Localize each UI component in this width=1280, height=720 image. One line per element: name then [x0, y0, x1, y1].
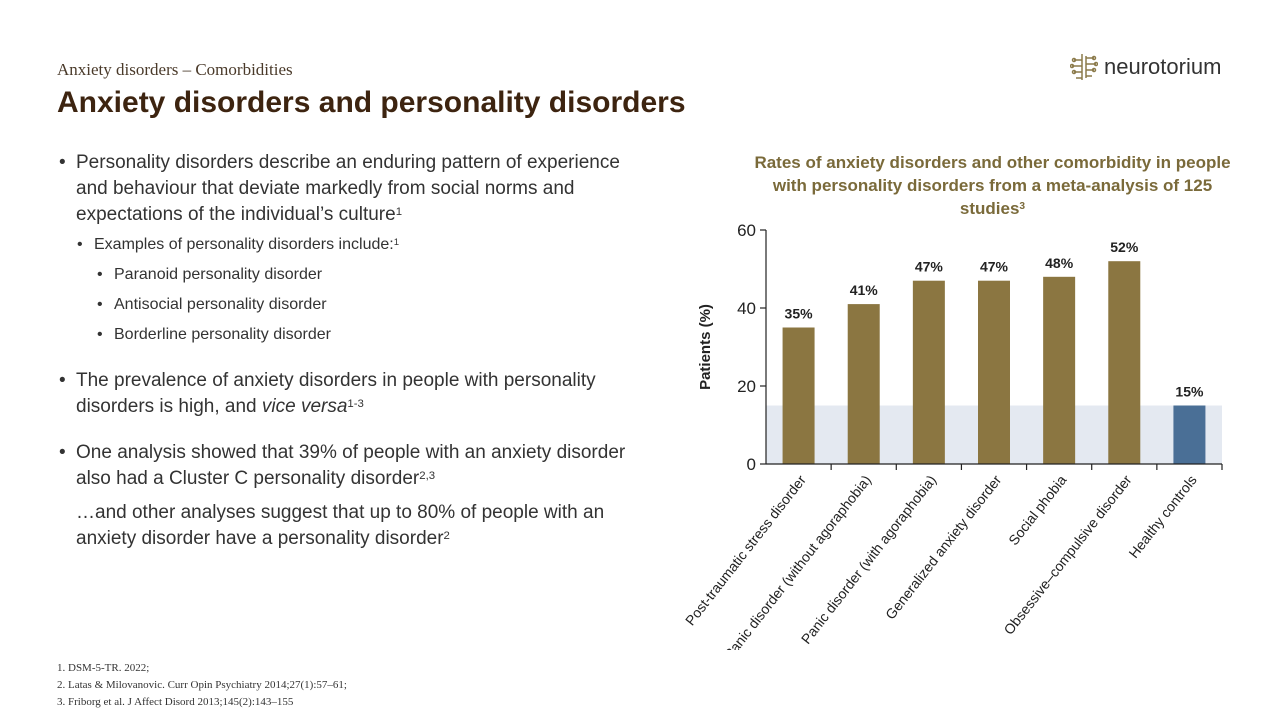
y-tick-label: 60	[737, 221, 756, 240]
list-item: Antisocial personality disorder	[57, 294, 637, 316]
x-tick-label: Generalized anxiety disorder	[882, 472, 1005, 623]
y-tick-label: 40	[737, 299, 756, 318]
list-item: Borderline personality disorder	[57, 324, 637, 346]
data-label: 47%	[915, 259, 944, 275]
y-tick-label: 20	[737, 377, 756, 396]
reference-1: 1. DSM-5-TR. 2022;	[57, 662, 150, 674]
bar	[847, 304, 880, 464]
bar	[1108, 261, 1141, 464]
logo-text: neurotorium	[1104, 54, 1222, 79]
data-label: 15%	[1175, 384, 1204, 400]
list-item: Paranoid personality disorder	[57, 264, 637, 286]
reference-3: 3. Friborg et al. J Affect Disord 2013;1…	[57, 696, 294, 708]
chart-title: Rates of anxiety disorders and other com…	[754, 153, 1231, 218]
data-label: 41%	[850, 282, 879, 298]
data-label: 48%	[1045, 255, 1074, 271]
bar	[912, 280, 945, 464]
bullet-list: Personality disorders describe an enduri…	[57, 150, 637, 552]
page-title: Anxiety disorders and personality disord…	[57, 86, 686, 119]
bar-chart: 0 20 40 60 Patients (%) 35% Post-traumatic str…	[682, 221, 1223, 650]
y-tick-label: 0	[747, 455, 756, 474]
bar	[782, 327, 815, 464]
data-label: 52%	[1110, 239, 1139, 255]
bullet-examples: Examples of personality disorders includ…	[57, 234, 637, 256]
bullet-cluster-c: One analysis showed that 39% of people w…	[57, 440, 637, 492]
y-axis-label: Patients (%)	[697, 304, 714, 390]
bar	[1173, 405, 1206, 464]
x-tick-label: Healthy controls	[1125, 472, 1199, 561]
section-label: Anxiety disorders – Comorbidities	[57, 60, 293, 79]
x-tick-label: Post-traumatic stress disorder	[682, 472, 809, 629]
reference-2: 2. Latas & Milovanovic. Curr Opin Psychi…	[57, 679, 347, 691]
continuation-80-percent: …and other analyses suggest that up to 8…	[76, 502, 605, 549]
bullet-prevalence: The prevalence of anxiety disorders in p…	[57, 368, 637, 420]
data-label: 35%	[785, 306, 814, 322]
bullet-personality-definition: Personality disorders describe an enduri…	[57, 150, 637, 228]
data-label: 47%	[980, 259, 1009, 275]
bar	[978, 280, 1010, 464]
bar	[1043, 276, 1076, 464]
references: 1. DSM-5-TR. 2022; 2. Latas & Milovanovi…	[57, 660, 347, 711]
brain-logo-icon	[1070, 54, 1098, 80]
x-tick-label: Social phobia	[1005, 472, 1069, 548]
logo: neurotorium	[1070, 52, 1221, 82]
x-tick-label: Panic disorder (with agoraphobia)	[798, 472, 939, 647]
x-tick-label: Obsessive–compulsive disorder	[1000, 472, 1134, 638]
